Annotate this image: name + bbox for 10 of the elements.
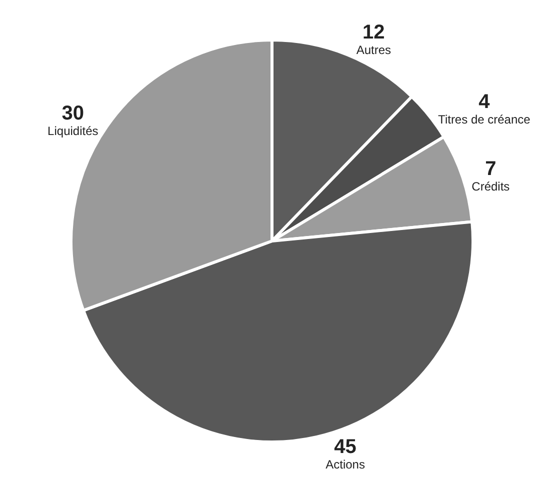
slice-label: Titres de créance [438, 112, 531, 127]
slice-label: Crédits [472, 180, 510, 194]
data-label: 7 [485, 158, 496, 180]
data-label: 12 [362, 22, 385, 44]
slice-label: Autres [356, 43, 392, 58]
slice-label: Liquidités [48, 124, 98, 138]
data-label: 4 [478, 90, 491, 113]
data-label: 30 [62, 102, 84, 124]
data-label: 45 [334, 436, 356, 458]
slice-label: Actions [326, 458, 365, 472]
